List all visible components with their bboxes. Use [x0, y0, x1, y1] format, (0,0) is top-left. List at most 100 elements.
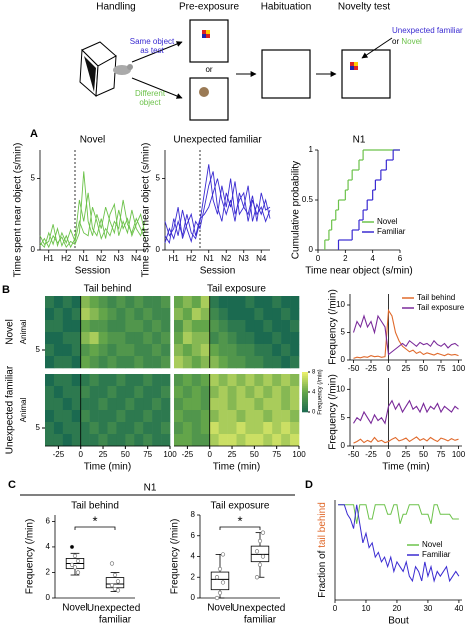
heat-cell: [80, 386, 90, 399]
colorbar-slice: [302, 384, 308, 387]
panel-label: D: [305, 479, 313, 491]
heat-cell: [254, 398, 264, 411]
heat-cell: [182, 320, 193, 333]
heat-cell: [272, 308, 282, 321]
y-axis-label: Frequency (/min): [328, 374, 339, 450]
colorbar-label: Frequency (/min): [318, 369, 324, 414]
heat-cell: [71, 344, 82, 357]
heat-cell: [263, 410, 273, 423]
heat-cell: [200, 356, 211, 369]
heat-cell: [107, 386, 117, 399]
heat-cell: [209, 308, 219, 321]
heat-cell: [191, 422, 202, 435]
heat-cell: [53, 296, 64, 309]
heat-cell: [98, 386, 108, 399]
series-line: [353, 399, 459, 425]
heat-cell: [174, 386, 184, 399]
point: [69, 544, 75, 550]
heat-cell: [209, 296, 219, 309]
heat-cell: [245, 296, 255, 309]
heat-cell: [80, 332, 90, 345]
heat-cell: [53, 344, 64, 357]
heat-cell: [227, 308, 237, 321]
x-tick-label: -50: [348, 450, 360, 459]
colorbar-slice: [302, 400, 308, 403]
heat-cell: [125, 356, 135, 369]
point: [220, 552, 226, 557]
x-tick-label: 50: [419, 450, 428, 459]
x-tick-label: 25: [228, 450, 237, 459]
heat-cell: [89, 320, 99, 333]
significance-star: *: [92, 513, 97, 528]
heat-cell: [98, 422, 108, 435]
heat-cell: [281, 332, 291, 345]
heat-cell: [272, 374, 282, 387]
heat-cell: [161, 422, 171, 435]
point: [75, 570, 81, 575]
object: [199, 87, 209, 97]
significance-star: *: [237, 513, 242, 528]
heat-cell: [281, 434, 291, 447]
heat-cell: [134, 296, 144, 309]
x-tick-label: H2: [61, 254, 72, 263]
y-tick-label: 5: [341, 328, 346, 337]
heat-cell: [191, 308, 202, 321]
heat-cell: [53, 398, 64, 411]
y-tick-label: 5: [36, 345, 41, 354]
heat-cell: [125, 374, 135, 387]
heat-cell: [245, 320, 255, 333]
heat-cell: [53, 410, 64, 423]
stage-label: Habituation: [261, 2, 312, 13]
heat-cell: [53, 422, 64, 435]
heat-cell: [116, 356, 126, 369]
heat-cell: [281, 296, 291, 309]
x-tick-label: 75: [437, 450, 446, 459]
heat-cell: [143, 308, 153, 321]
heat-cell: [209, 386, 219, 399]
legend-label: Familiar: [377, 227, 406, 236]
x-tick-label: 40: [454, 604, 463, 613]
heat-cell: [152, 344, 162, 357]
heat-cell: [143, 332, 153, 345]
heat-cell: [263, 308, 273, 321]
heat-cell: [182, 344, 193, 357]
heat-cell: [62, 296, 73, 309]
heat-cell: [174, 308, 184, 321]
heat-cell: [245, 386, 255, 399]
x-tick-label: 25: [402, 364, 411, 373]
heat-cell: [182, 386, 193, 399]
heat-cell: [53, 434, 64, 447]
panel-title: N1: [144, 483, 157, 494]
mouse: [113, 65, 131, 75]
point: [260, 554, 266, 559]
label-line: Unexpected: [232, 603, 288, 614]
heat-cell: [200, 296, 211, 309]
heat-cell: [227, 386, 237, 399]
heat-cell: [62, 398, 73, 411]
heat-cell: [227, 422, 237, 435]
heat-cell: [245, 398, 255, 411]
plot-title: Tail behind: [71, 501, 119, 512]
point: [75, 558, 81, 564]
heat-cell: [161, 434, 171, 447]
heat-cell: [227, 356, 237, 369]
x-tick-label: 0: [316, 254, 321, 263]
stage-label: Novelty test: [338, 2, 390, 13]
row-label: Novel: [5, 319, 16, 345]
heat-cell: [98, 308, 108, 321]
x-tick-label: 10: [362, 604, 371, 613]
heat-cell: [45, 386, 55, 399]
heat-cell: [263, 296, 273, 309]
series-line: [39, 199, 146, 248]
colorbar-slice: [302, 404, 308, 407]
heat-cell: [116, 374, 126, 387]
heat-cell: [182, 398, 193, 411]
y-tick-label: 5: [36, 423, 41, 432]
y-tick-label: 6: [46, 516, 51, 525]
heat-cell: [236, 434, 246, 447]
point: [115, 588, 121, 593]
heat-cell: [107, 308, 117, 321]
heat-cell: [134, 398, 144, 411]
y-tick-label: 6: [191, 531, 196, 540]
x-tick-label: 100: [452, 450, 466, 459]
